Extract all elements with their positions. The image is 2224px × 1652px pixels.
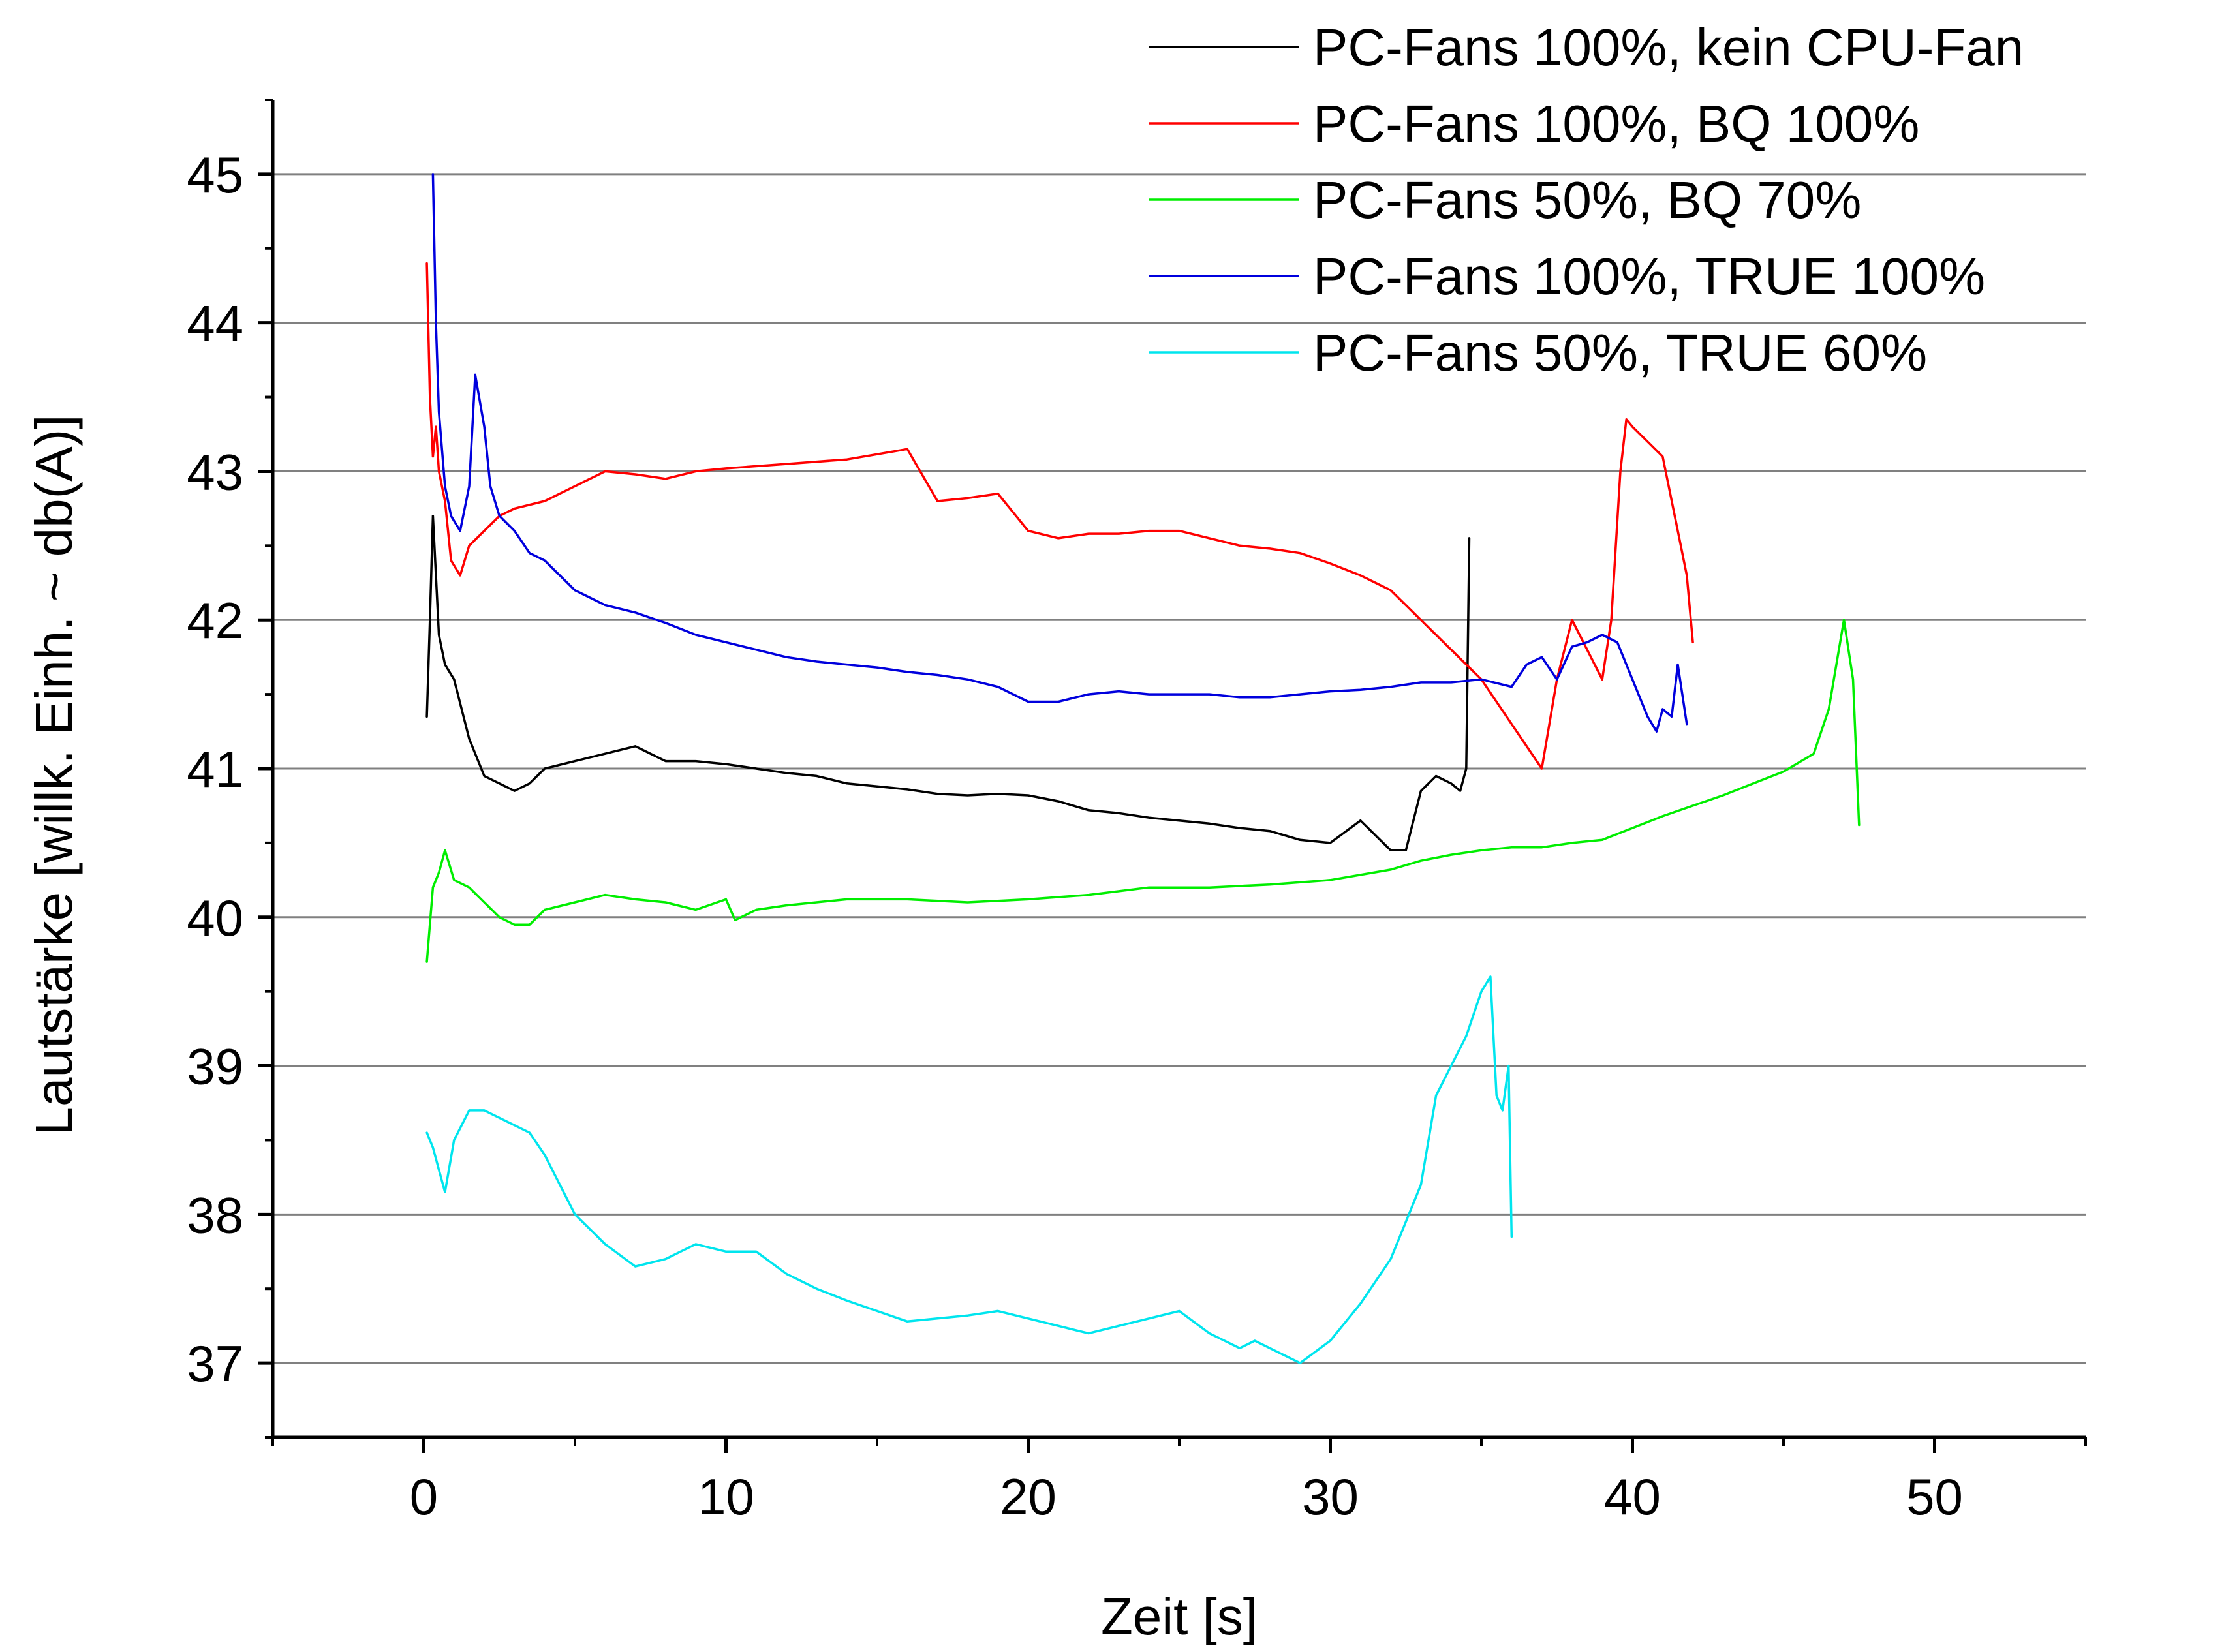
x-axis-label: Zeit [s] [1101,1587,1258,1645]
y-tick-label: 38 [187,1186,243,1244]
series-line-2 [425,262,1694,770]
y-tick-label: 40 [187,889,243,947]
x-tick-label: 10 [698,1468,754,1525]
y-tick-label: 42 [187,592,243,649]
series-line-1 [425,515,1471,852]
x-tick-label: 0 [410,1468,438,1525]
x-tick-label: 40 [1604,1468,1661,1525]
legend-label-1: PC-Fans 100%, kein CPU-Fan [1313,18,2024,76]
legend-label-2: PC-Fans 100%, BQ 100% [1313,95,1919,153]
series-line-4 [431,173,1688,733]
legend-label-5: PC-Fans 50%, TRUE 60% [1313,324,1927,382]
x-tick-label: 20 [1000,1468,1057,1525]
y-tick-label: 44 [187,295,243,352]
series-line-5 [425,975,1513,1364]
legend-label-4: PC-Fans 100%, TRUE 100% [1313,247,1985,305]
series-layer [425,173,1861,1364]
legend: PC-Fans 100%, kein CPU-Fan PC-Fans 100%, … [1149,18,2024,382]
axis-ticks: 37 38 39 40 41 42 43 44 45 0 10 20 30 40 50 [187,99,2087,1525]
legend-label-3: PC-Fans 50%, BQ 70% [1313,171,1861,229]
y-tick-label: 41 [187,741,243,798]
y-tick-label: 45 [187,146,243,204]
series-line-3 [425,619,1861,963]
y-tick-label: 39 [187,1038,243,1095]
y-axis-label: Lautstärke [willk. Einh. ~ db(A)] [25,415,83,1136]
y-tick-label: 43 [187,443,243,500]
x-tick-label: 30 [1302,1468,1359,1525]
x-tick-label: 50 [1906,1468,1963,1525]
y-tick-label: 37 [187,1335,243,1392]
